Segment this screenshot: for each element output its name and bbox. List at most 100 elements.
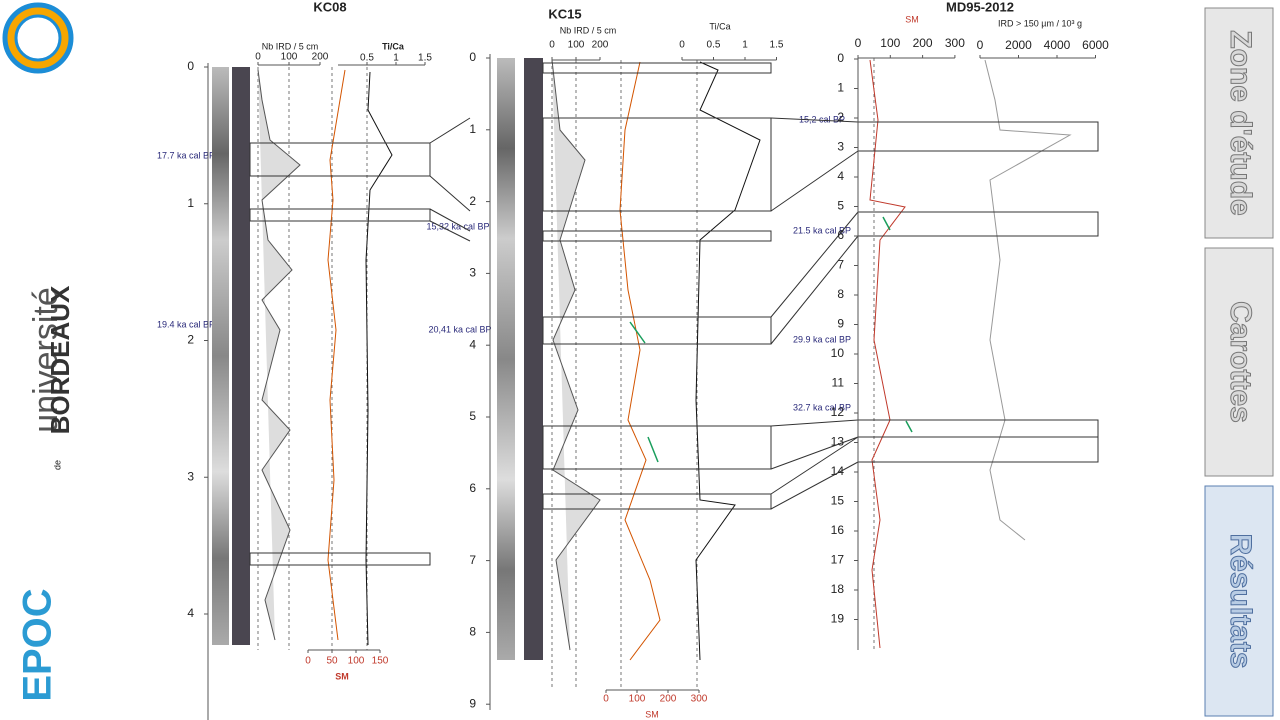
axis-label: IRD > 150 µm / 10³ g xyxy=(998,18,1082,28)
value-tick-label: 200 xyxy=(913,36,933,50)
depth-tick-label: 17 xyxy=(831,553,845,567)
depth-tick-label: 4 xyxy=(187,606,194,620)
depth-tick-label: 13 xyxy=(831,435,845,449)
value-tick-label: 150 xyxy=(372,656,389,667)
depth-tick-label: 1 xyxy=(187,196,194,210)
value-tick-label: 1 xyxy=(742,40,748,51)
depth-tick-label: 2 xyxy=(469,194,476,208)
axis-label: Ti/Ca xyxy=(709,21,730,31)
depth-tick-label: 0 xyxy=(187,59,194,73)
value-tick-label: 300 xyxy=(945,36,965,50)
nav-label[interactable]: Carottes xyxy=(1224,301,1258,424)
nav-box[interactable] xyxy=(1204,247,1274,477)
lab-logo: EPOC xyxy=(16,588,60,701)
value-tick-label: 100 xyxy=(880,36,900,50)
core-title: KC08 xyxy=(313,0,346,14)
depth-tick-label: 1 xyxy=(469,122,476,136)
value-tick-label: 0.5 xyxy=(360,53,374,64)
value-tick-label: 0 xyxy=(855,36,862,50)
nav-box[interactable] xyxy=(1204,7,1274,239)
depth-tick-label: 6 xyxy=(469,481,476,495)
core-image xyxy=(212,67,229,645)
nav-box[interactable] xyxy=(1204,485,1274,717)
value-tick-label: 4000 xyxy=(1044,38,1071,52)
depth-tick-label: 4 xyxy=(837,169,844,183)
value-tick-label: 50 xyxy=(326,656,338,667)
value-tick-label: 0 xyxy=(305,656,311,667)
depth-tick-label: 8 xyxy=(469,625,476,639)
nav-label[interactable]: Résultats xyxy=(1224,533,1258,669)
value-tick-label: 0 xyxy=(549,40,555,51)
nav-label[interactable]: Zone d'étude xyxy=(1224,30,1258,216)
depth-tick-label: 7 xyxy=(469,553,476,567)
depth-tick-label: 6 xyxy=(837,228,844,242)
value-tick-label: 0 xyxy=(603,694,609,705)
depth-tick-label: 2 xyxy=(187,333,194,347)
axis-label: SM xyxy=(905,14,919,24)
value-tick-label: 6000 xyxy=(1082,38,1109,52)
core-image xyxy=(232,67,250,645)
axis-label: Ti/Ca xyxy=(382,41,405,51)
depth-tick-label: 14 xyxy=(831,464,845,478)
age-label: 15,2 cal BP xyxy=(799,114,845,124)
shom-logo xyxy=(2,2,74,74)
axis-label: Nb IRD / 5 cm xyxy=(262,41,319,51)
value-tick-label: 1.5 xyxy=(418,53,432,64)
depth-tick-label: 3 xyxy=(837,140,844,154)
depth-tick-label: 0 xyxy=(469,50,476,64)
value-tick-label: 0 xyxy=(679,40,685,51)
value-tick-label: 100 xyxy=(348,656,365,667)
depth-tick-label: 15 xyxy=(831,494,845,508)
age-label: 19.4 ka cal BP xyxy=(157,319,215,329)
value-tick-label: 100 xyxy=(629,694,646,705)
depth-tick-label: 9 xyxy=(837,317,844,331)
depth-tick-label: 18 xyxy=(831,582,845,596)
value-tick-label: 1 xyxy=(393,53,399,64)
value-tick-label: 100 xyxy=(568,40,585,51)
age-label: 29.9 ka cal BP xyxy=(793,334,851,344)
value-tick-label: 0 xyxy=(255,52,261,63)
proxy-curves xyxy=(257,59,1072,661)
university: université xyxy=(27,287,65,433)
depth-tick-label: 11 xyxy=(832,376,845,390)
depth-tick-label: 2 xyxy=(837,110,844,124)
age-label: 15,32 ka cal BP xyxy=(426,221,489,231)
value-tick-label: 300 xyxy=(691,694,708,705)
depth-tick-label: 16 xyxy=(831,523,845,537)
core-title: KC15 xyxy=(548,6,581,21)
university-name: BORDEAUX xyxy=(45,285,75,434)
depth-tick-label: 19 xyxy=(831,612,845,626)
age-label: 20,41 ka cal BP xyxy=(428,324,491,334)
depth-tick-label: 0 xyxy=(837,51,844,65)
axis-label: Nb IRD / 5 cm xyxy=(560,25,617,35)
depth-tick-label: 5 xyxy=(837,199,844,213)
depth-tick-label: 3 xyxy=(187,469,194,483)
university-de: de xyxy=(52,460,62,470)
depth-tick-label: 3 xyxy=(469,266,476,280)
value-tick-label: 200 xyxy=(660,694,677,705)
age-label: 17.7 ka cal BP xyxy=(157,150,215,160)
depth-tick-label: 9 xyxy=(469,696,476,710)
arrows xyxy=(629,216,913,463)
depth-tick-label: 10 xyxy=(831,346,845,360)
age-label: 21.5 ka cal BP xyxy=(793,225,851,235)
value-tick-label: 0 xyxy=(977,38,984,52)
core-image xyxy=(497,58,515,660)
core-title: MD95-2012 xyxy=(946,0,1014,14)
depth-tick-label: 8 xyxy=(837,287,844,301)
correlation-boxes xyxy=(249,62,1099,566)
age-label: 32.7 ka cal BP xyxy=(793,402,851,412)
axis-label: SM xyxy=(335,671,349,681)
depth-tick-label: 4 xyxy=(469,337,476,351)
value-tick-label: 100 xyxy=(281,52,298,63)
core-image xyxy=(524,58,543,660)
depth-tick-label: 5 xyxy=(469,409,476,423)
value-tick-label: 2000 xyxy=(1005,38,1032,52)
value-tick-label: 1.5 xyxy=(770,40,784,51)
value-tick-label: 0.5 xyxy=(707,40,721,51)
axis-label: SM xyxy=(645,709,659,719)
value-tick-label: 200 xyxy=(592,40,609,51)
value-tick-label: 200 xyxy=(312,52,329,63)
depth-tick-label: 7 xyxy=(837,258,844,272)
depth-tick-label: 12 xyxy=(831,405,845,419)
